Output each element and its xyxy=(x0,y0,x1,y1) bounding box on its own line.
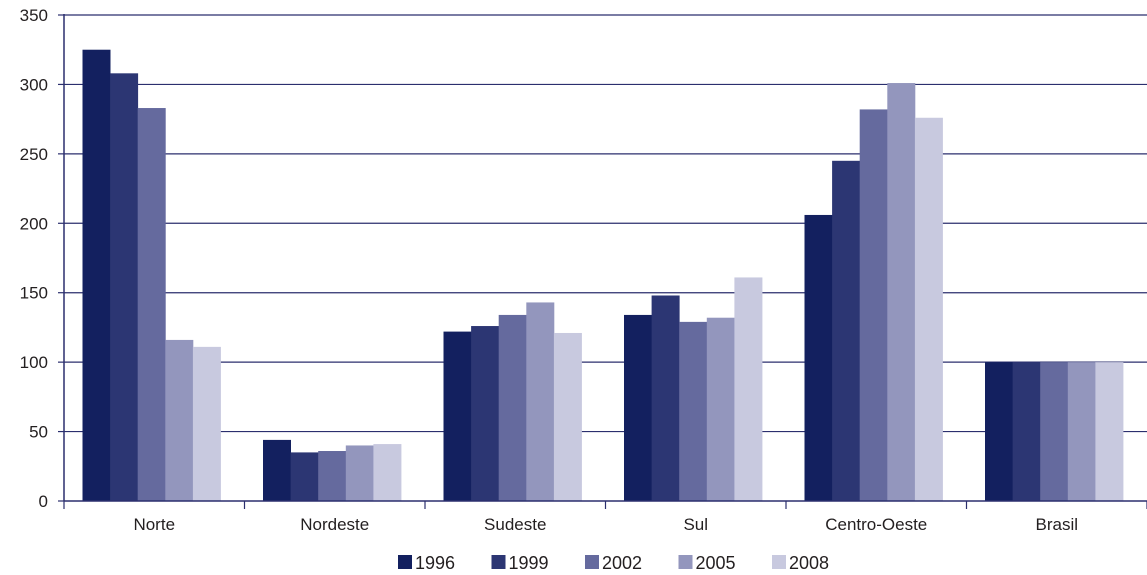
bar-centro-oeste-2002 xyxy=(859,109,888,502)
bar-centro-oeste-2008 xyxy=(914,117,943,502)
bar-sul-1999 xyxy=(651,295,680,501)
x-tick-label: Sul xyxy=(683,515,708,534)
bar-norte-2008 xyxy=(192,346,221,501)
bar-brasil-1999 xyxy=(1012,362,1041,501)
bar-nordeste-2005 xyxy=(345,445,374,501)
bar-sul-2008 xyxy=(734,277,763,501)
legend-swatch-2005 xyxy=(678,555,693,569)
bar-sudeste-1996 xyxy=(443,331,472,501)
bar-nordeste-1999 xyxy=(290,452,319,501)
x-tick-label: Sudeste xyxy=(484,515,546,534)
y-tick-label: 100 xyxy=(20,353,48,372)
legend-label: 1999 xyxy=(509,553,549,573)
bar-sul-1996 xyxy=(624,314,652,501)
bar-norte-2005 xyxy=(165,339,194,501)
legend-label: 2005 xyxy=(696,553,736,573)
bar-centro-oeste-2005 xyxy=(887,83,916,501)
legend-swatch-2008 xyxy=(772,555,786,569)
bar-sudeste-2008 xyxy=(553,332,582,501)
bar-centro-oeste-1996 xyxy=(804,214,833,501)
x-tick-label: Centro-Oeste xyxy=(825,515,927,534)
bar-sudeste-2002 xyxy=(498,314,527,501)
x-tick-label: Nordeste xyxy=(300,515,369,534)
bar-norte-2002 xyxy=(137,108,166,501)
y-tick-label: 0 xyxy=(39,492,48,511)
legend-swatch-1999 xyxy=(491,555,506,569)
bar-brasil-2005 xyxy=(1067,362,1096,501)
y-tick-label: 250 xyxy=(20,145,48,164)
grid-lines xyxy=(64,14,1147,433)
legend-swatch-1996 xyxy=(398,555,412,569)
legend-label: 2002 xyxy=(602,553,642,573)
x-axis-ticks: Norte Nordeste Sudeste Sul Centro-Oeste Brasi… xyxy=(133,515,1078,534)
legend-swatch-2002 xyxy=(585,555,599,569)
bar-sul-2002 xyxy=(679,321,708,501)
bar-norte-1996 xyxy=(82,49,111,501)
legend-label: 1996 xyxy=(415,553,455,573)
bar-brasil-2002 xyxy=(1040,362,1069,501)
bar-nordeste-2008 xyxy=(373,444,402,501)
bar-sudeste-2005 xyxy=(526,302,555,501)
y-tick-label: 350 xyxy=(20,6,48,25)
y-tick-label: 50 xyxy=(29,423,48,442)
bars xyxy=(82,49,1124,502)
bar-brasil-1996 xyxy=(985,362,1013,501)
bar-sudeste-1999 xyxy=(471,326,500,501)
legend-label: 2008 xyxy=(789,553,829,573)
bar-sul-2005 xyxy=(706,317,735,501)
axes xyxy=(58,14,1147,509)
y-axis-ticks: 0 50 100 150 200 250 300 350 xyxy=(20,6,48,511)
bar-nordeste-1996 xyxy=(263,439,291,501)
bar-centro-oeste-1999 xyxy=(832,160,861,502)
bar-brasil-2008 xyxy=(1095,362,1124,501)
y-tick-label: 300 xyxy=(20,75,48,94)
x-tick-label: Brasil xyxy=(1035,515,1078,534)
y-tick-label: 150 xyxy=(20,284,48,303)
bar-norte-1999 xyxy=(110,73,139,501)
y-tick-label: 200 xyxy=(20,214,48,233)
x-tick-label: Norte xyxy=(133,515,175,534)
legend: 1996 1999 2002 2005 2008 xyxy=(398,553,829,573)
bar-nordeste-2002 xyxy=(318,451,347,501)
